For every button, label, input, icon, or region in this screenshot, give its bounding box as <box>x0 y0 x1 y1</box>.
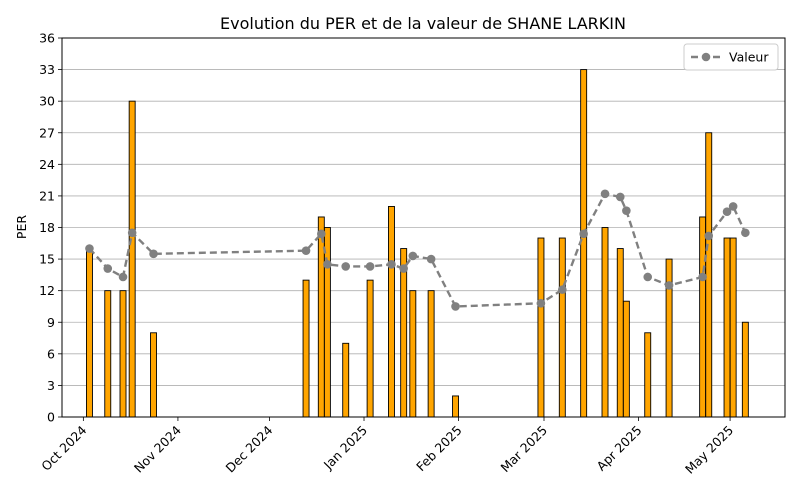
valeur-point <box>536 299 546 308</box>
y-tick-label: 24 <box>39 157 55 172</box>
chart-title: Evolution du PER et de la valeur de SHAN… <box>220 14 626 33</box>
valeur-point <box>408 251 418 261</box>
y-tick-label: 21 <box>39 188 55 203</box>
y-tick-label: 30 <box>39 94 55 109</box>
valeur-point <box>103 264 113 273</box>
y-tick-label: 3 <box>47 378 55 393</box>
y-tick-label: 18 <box>39 220 55 235</box>
valeur-point <box>118 272 128 282</box>
per-bar <box>622 300 630 418</box>
per-bar <box>128 100 136 418</box>
valeur-point <box>85 244 94 253</box>
valeur-point <box>399 264 408 273</box>
valeur-point <box>698 272 707 282</box>
valeur-point <box>451 302 460 311</box>
per-bar <box>302 279 310 418</box>
valeur-point <box>741 228 750 238</box>
y-tick-label: 33 <box>39 62 55 77</box>
valeur-point <box>664 281 674 290</box>
valeur-point <box>615 192 625 202</box>
x-tick-label: Feb 2025 <box>413 423 465 475</box>
legend-box <box>683 43 779 71</box>
per-bar <box>601 227 609 418</box>
x-tick-label: Apr 2025 <box>593 423 644 474</box>
y-tick-label: 36 <box>39 31 55 46</box>
grid-lines <box>62 37 785 418</box>
per-bar <box>537 237 545 418</box>
valeur-series-line <box>88 192 747 308</box>
y-tick-label: 9 <box>47 315 55 330</box>
per-bar <box>729 237 737 418</box>
valeur-point <box>341 262 351 271</box>
y-tick-label: 15 <box>39 252 55 267</box>
valeur-point <box>387 260 396 269</box>
valeur-point <box>558 285 567 294</box>
per-bar <box>699 216 707 418</box>
valeur-point <box>643 272 653 282</box>
valeur-point <box>600 189 610 199</box>
valeur-point <box>728 202 738 211</box>
per-bar <box>342 342 350 418</box>
per-bar <box>388 205 395 418</box>
valeur-point <box>622 206 631 215</box>
x-tick-label: Jan 2025 <box>320 423 370 473</box>
per-bar <box>705 132 713 418</box>
per-bar <box>723 237 731 418</box>
x-tick-label: Oct 2024 <box>38 422 89 473</box>
valeur-point <box>301 246 311 255</box>
x-tick-label: Nov 2024 <box>131 422 184 475</box>
per-bar <box>150 332 157 418</box>
per-bar <box>86 248 93 418</box>
valeur-point <box>323 260 332 269</box>
valeur-point <box>704 231 714 241</box>
per-bar <box>400 248 408 418</box>
legend-marker <box>701 52 711 62</box>
per-bar <box>558 237 566 418</box>
y-axis-label: PER <box>14 215 29 239</box>
per-bar <box>323 227 331 418</box>
per-bar <box>104 290 112 418</box>
per-bar <box>616 248 624 418</box>
valeur-point <box>317 229 326 239</box>
x-tick-label: Dec 2024 <box>223 422 276 475</box>
per-bar <box>580 69 588 418</box>
valeur-point <box>149 249 158 259</box>
y-tick-label: 27 <box>39 125 55 140</box>
x-axis-ticks: Oct 2024 Nov 2024 Dec 2024 Jan 2025 Feb 2025… <box>38 417 736 477</box>
per-bar <box>409 290 417 418</box>
valeur-point <box>426 254 436 264</box>
x-tick-label: May 2025 <box>682 423 736 477</box>
valeur-point <box>127 228 137 238</box>
per-bar <box>452 395 459 418</box>
y-tick-label: 6 <box>47 346 55 361</box>
y-tick-label: 12 <box>39 283 55 298</box>
per-bars <box>86 69 749 418</box>
per-bar <box>427 290 435 418</box>
valeur-point <box>722 207 732 217</box>
x-tick-label: Mar 2025 <box>498 423 551 476</box>
per-bar <box>741 321 749 418</box>
per-bar <box>119 290 127 418</box>
per-bar <box>366 279 374 418</box>
per-bar <box>644 332 652 418</box>
valeur-point <box>579 229 588 239</box>
valeur-line <box>85 189 750 311</box>
legend: Valeur <box>683 43 779 71</box>
legend-entry: Valeur <box>729 50 769 65</box>
y-tick-label: 0 <box>47 410 55 425</box>
valeur-point <box>365 262 375 271</box>
